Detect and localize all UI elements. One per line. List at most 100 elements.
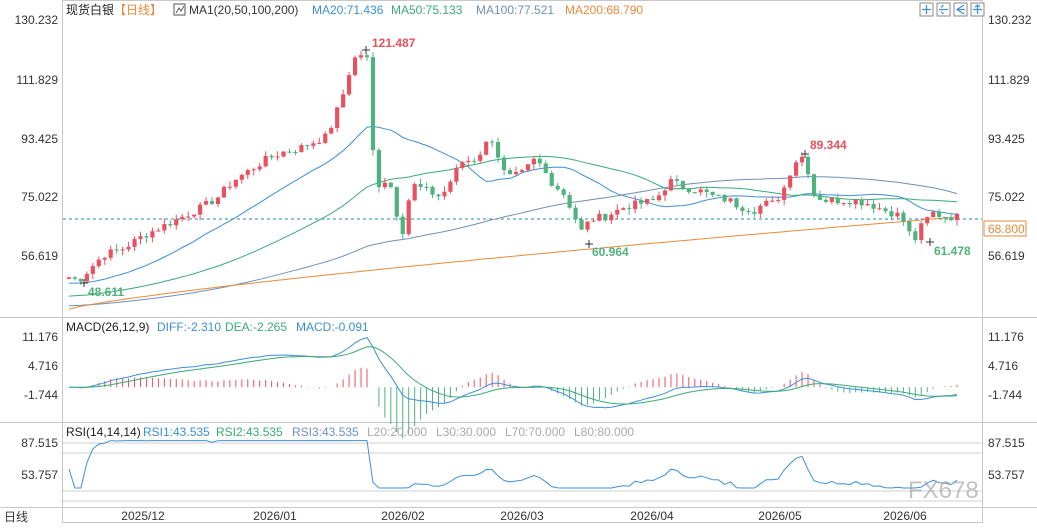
- candle-body: [889, 211, 894, 217]
- rsi-guide-lines: [63, 442, 982, 502]
- candle-body: [376, 150, 381, 188]
- candle-body: [198, 204, 203, 215]
- macd-lines: [68, 336, 958, 409]
- candle-body: [150, 231, 155, 238]
- rsi1-value: RSI1:43.535: [143, 425, 210, 439]
- candle-body: [758, 205, 763, 214]
- rsi-l80: L80:80.000: [574, 425, 634, 439]
- candle-body: [799, 156, 805, 163]
- chart-settings-icon[interactable]: [173, 3, 186, 16]
- current-price-tag: [983, 220, 1027, 237]
- y-tick-left: 111.829: [16, 73, 58, 87]
- y-tick-right: 130.232: [988, 13, 1032, 27]
- candle-body: [561, 189, 566, 196]
- candle-body: [603, 213, 608, 221]
- macd-y-tick-left: 4.716: [28, 359, 58, 373]
- candle-body: [704, 189, 709, 193]
- moving-average-lines: [68, 125, 958, 310]
- rsi2-value: RSI2:43.535: [216, 425, 283, 439]
- candle-body: [609, 214, 614, 221]
- rsi1-line: [68, 440, 958, 489]
- x-tick: 2026/05: [758, 509, 802, 523]
- candle-body: [692, 192, 697, 194]
- rsi-name: RSI(14,14,14): [66, 425, 141, 439]
- candle-body: [203, 200, 209, 205]
- candle-body: [913, 231, 918, 241]
- zoom-out-icon[interactable]: [936, 2, 951, 17]
- move-left-icon[interactable]: [953, 2, 968, 17]
- candle-body: [537, 158, 542, 164]
- candle-body: [734, 198, 739, 208]
- current-price-value: 68.800: [988, 222, 1025, 236]
- candle-body: [287, 151, 292, 153]
- rsi-y-tick-left: 53.757: [21, 468, 58, 482]
- y-tick-right: 111.829: [988, 73, 1030, 87]
- ma50-value: MA50:75.133: [391, 3, 463, 17]
- rsi-y-tick-right: 87.515: [988, 436, 1025, 450]
- candle-body: [120, 249, 125, 251]
- annotation-label: 48.611: [88, 285, 124, 299]
- candle-body: [633, 200, 638, 210]
- candle-body: [72, 277, 78, 279]
- chart-frame: [62, 0, 983, 523]
- candle-body: [400, 216, 405, 235]
- candle-body: [78, 278, 83, 282]
- candle-body: [245, 170, 250, 175]
- candle-body: [668, 179, 674, 191]
- candle-body: [591, 220, 596, 222]
- macd-y-tick-right: -1.744: [988, 388, 1022, 402]
- candle-body: [943, 216, 948, 218]
- candle-body: [323, 133, 328, 143]
- candle-body: [394, 187, 399, 217]
- candle-body: [788, 175, 793, 188]
- price-annotations: 121.487 48.611 60.964 89.344 61.478: [80, 36, 971, 299]
- candle-body: [448, 181, 453, 192]
- zoom-in-icon[interactable]: [919, 2, 934, 17]
- candle-body: [281, 151, 286, 157]
- candle-body: [823, 199, 828, 202]
- candle-body: [370, 57, 376, 151]
- candle-body: [454, 167, 459, 182]
- rsi-y-tick-left: 87.515: [21, 436, 58, 450]
- candle-body: [579, 219, 584, 230]
- ma100-value: MA100:77.521: [476, 3, 554, 17]
- candle-body: [555, 185, 560, 190]
- candle-body: [251, 169, 256, 171]
- candle-body: [215, 197, 221, 204]
- candle-body: [269, 155, 274, 158]
- candle-body: [901, 212, 906, 222]
- ma-line-200: [68, 216, 958, 310]
- candle-body: [877, 208, 882, 210]
- symbol-label: 现货白银: [66, 2, 114, 17]
- rsi-l20: L20:20.000: [367, 425, 427, 439]
- candle-body: [639, 200, 644, 204]
- candle-body: [859, 199, 864, 206]
- candle-body: [102, 257, 107, 260]
- candle-body: [388, 182, 393, 188]
- candle-body: [722, 194, 727, 202]
- candle-body: [954, 213, 960, 221]
- ma20-value: MA20:71.436: [312, 3, 384, 17]
- candle-body: [698, 189, 703, 193]
- candle-body: [424, 186, 429, 188]
- candle-body: [156, 230, 161, 232]
- candlesticks: [66, 50, 960, 285]
- candle-body: [358, 55, 364, 58]
- candle-body: [764, 200, 769, 206]
- reset-icon[interactable]: [970, 2, 985, 17]
- macd-y-tick-right: 4.716: [988, 359, 1018, 373]
- candle-body: [686, 188, 691, 193]
- candle-body: [865, 204, 870, 206]
- ma-name: MA1(20,50,100,200): [189, 3, 298, 17]
- candle-body: [418, 184, 423, 187]
- candle-body: [305, 145, 310, 147]
- candle-body: [645, 199, 650, 204]
- rsi3-value: RSI3:43.535: [292, 425, 359, 439]
- candle-body: [263, 155, 268, 167]
- rsi-l30: L30:30.000: [436, 425, 496, 439]
- fx678-watermark: FX678: [908, 477, 979, 504]
- candle-body: [525, 164, 530, 171]
- candle-body: [352, 57, 358, 76]
- candle-body: [728, 198, 733, 202]
- candle-body: [567, 195, 572, 208]
